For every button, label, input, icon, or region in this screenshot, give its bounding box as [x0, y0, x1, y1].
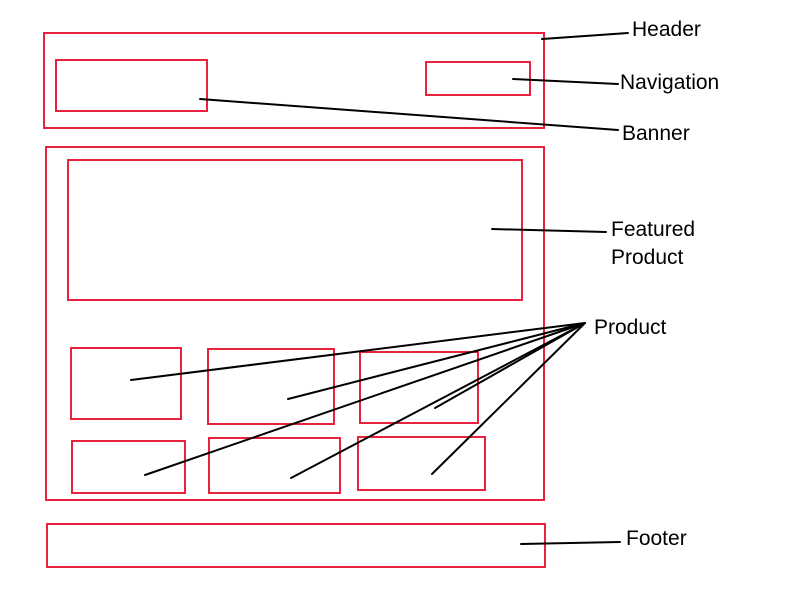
product-box — [70, 347, 182, 420]
navigation-box — [425, 61, 531, 96]
product-box — [71, 440, 186, 494]
product-box — [357, 436, 486, 491]
banner-box — [55, 59, 208, 112]
header-label: Header — [632, 18, 701, 41]
product-label: Product — [594, 316, 667, 339]
featured-product-label-line2: Product — [611, 246, 684, 269]
footer-box — [46, 523, 546, 568]
banner-label: Banner — [622, 122, 690, 145]
footer-label: Footer — [626, 527, 687, 550]
navigation-label: Navigation — [620, 71, 720, 94]
product-box — [207, 348, 335, 425]
product-box — [208, 437, 341, 494]
featured-product-box — [67, 159, 523, 301]
featured-product-label-line1: Featured — [611, 218, 696, 241]
header-leader-line — [541, 32, 629, 40]
product-box — [359, 351, 479, 424]
